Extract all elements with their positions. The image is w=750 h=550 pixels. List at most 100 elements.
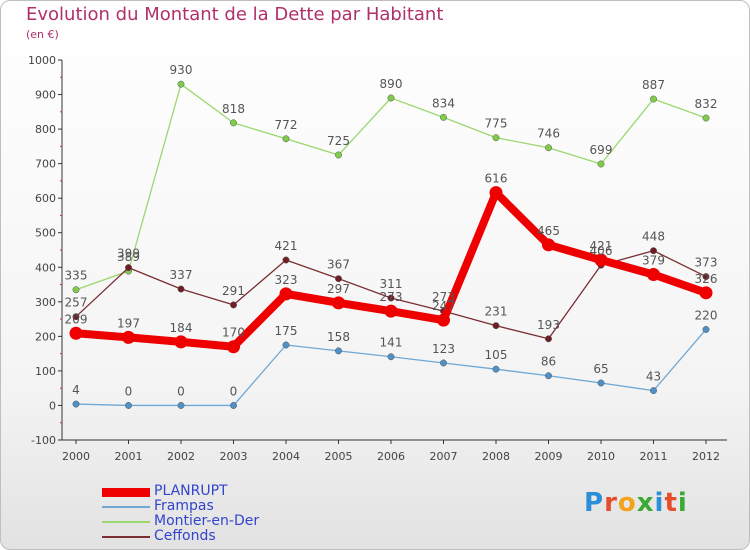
value-label-frampas: 43 (646, 370, 661, 384)
value-label-planrupt: 170 (222, 326, 245, 340)
value-label-frampas: 105 (485, 348, 508, 362)
x-tick-label: 2007 (430, 450, 458, 463)
value-label-montier-en-der: 772 (275, 118, 298, 132)
point-frampas (125, 402, 132, 409)
x-tick-label: 2002 (167, 450, 195, 463)
value-label-ceffonds: 399 (117, 247, 140, 261)
value-label-planrupt: 209 (65, 312, 88, 326)
proxiti-logo: Proxiti (584, 488, 688, 518)
y-tick-label: 700 (35, 158, 56, 171)
y-tick-label: 1000 (28, 54, 56, 67)
value-label-montier-en-der: 890 (380, 77, 403, 91)
value-label-ceffonds: 231 (485, 305, 508, 319)
point-planrupt (122, 330, 135, 344)
chart-title: Evolution du Montant de la Dette par Hab… (26, 4, 444, 25)
value-label-montier-en-der: 699 (590, 143, 613, 157)
value-label-montier-en-der: 389 (117, 250, 140, 264)
value-label-ceffonds: 273 (432, 290, 455, 304)
point-planrupt (437, 313, 450, 327)
value-label-ceffonds: 337 (170, 268, 193, 282)
value-label-ceffonds: 311 (380, 277, 403, 291)
point-montier-en-der (545, 144, 552, 152)
value-label-montier-en-der: 335 (65, 269, 88, 283)
value-label-frampas: 4 (72, 383, 80, 397)
y-tick-label: 900 (35, 89, 56, 102)
point-planrupt (542, 238, 555, 252)
point-planrupt (489, 186, 503, 200)
x-tick-label: 2001 (115, 450, 143, 463)
point-montier-en-der (440, 113, 447, 121)
value-label-ceffonds: 291 (222, 284, 245, 298)
point-montier-en-der (177, 80, 185, 88)
point-ceffonds (335, 275, 342, 283)
value-label-planrupt: 465 (537, 224, 560, 238)
value-label-planrupt: 616 (485, 172, 508, 186)
point-ceffonds (72, 313, 80, 321)
point-frampas (335, 347, 342, 355)
point-montier-en-der (702, 114, 710, 122)
value-label-montier-en-der: 725 (327, 134, 350, 148)
x-tick-label: 2003 (220, 450, 248, 463)
x-tick-label: 2010 (587, 450, 615, 463)
point-ceffonds (282, 256, 290, 264)
y-tick-label: -100 (31, 434, 56, 447)
x-tick-label: 2005 (325, 450, 353, 463)
x-tick-label: 2011 (640, 450, 668, 463)
value-label-montier-en-der: 832 (695, 97, 718, 111)
point-ceffonds (177, 285, 185, 293)
value-label-planrupt: 297 (327, 282, 350, 296)
point-planrupt (174, 335, 188, 349)
point-frampas (177, 402, 185, 409)
point-frampas (72, 400, 80, 408)
y-tick-label: 200 (35, 330, 56, 343)
value-label-montier-en-der: 930 (170, 63, 193, 77)
x-tick-label: 2000 (62, 450, 90, 463)
value-label-frampas: 0 (125, 384, 133, 398)
point-montier-en-der (282, 135, 290, 143)
point-ceffonds (702, 273, 710, 281)
y-tick-label: 600 (35, 192, 56, 205)
point-ceffonds (387, 294, 395, 302)
value-label-montier-en-der: 887 (642, 78, 665, 92)
value-label-ceffonds: 421 (275, 239, 298, 253)
point-montier-en-der (335, 151, 342, 159)
point-frampas (282, 341, 290, 349)
x-tick-label: 2006 (377, 450, 405, 463)
value-label-frampas: 65 (593, 362, 608, 376)
point-planrupt (699, 286, 713, 300)
value-label-planrupt: 273 (380, 290, 403, 304)
value-label-planrupt: 247 (432, 299, 455, 313)
point-frampas (597, 379, 605, 387)
value-label-frampas: 220 (695, 308, 718, 322)
point-frampas (230, 402, 237, 409)
x-tick-label: 2004 (272, 450, 300, 463)
point-frampas (440, 359, 447, 367)
y-tick-label: 500 (35, 227, 56, 240)
point-ceffonds (125, 264, 132, 272)
value-label-ceffonds: 367 (327, 258, 350, 272)
y-tick-label: 300 (35, 296, 56, 309)
point-montier-en-der (650, 95, 657, 103)
point-frampas (387, 353, 395, 361)
value-label-planrupt: 421 (590, 239, 613, 253)
value-label-ceffonds: 448 (642, 230, 665, 244)
value-label-frampas: 158 (327, 330, 350, 344)
legend-label: Ceffonds (154, 528, 216, 544)
point-montier-en-der (230, 119, 237, 127)
value-label-planrupt: 323 (275, 273, 298, 287)
point-ceffonds (492, 322, 500, 330)
point-frampas (702, 326, 710, 333)
value-label-planrupt: 197 (117, 316, 140, 330)
value-label-montier-en-der: 818 (222, 102, 245, 116)
value-label-ceffonds: 373 (695, 256, 718, 270)
value-label-frampas: 0 (177, 384, 185, 398)
y-tick-label: 800 (35, 123, 56, 136)
value-label-montier-en-der: 834 (432, 96, 455, 110)
value-label-frampas: 86 (541, 355, 556, 369)
x-tick-label: 2009 (535, 450, 563, 463)
value-label-frampas: 123 (432, 342, 455, 356)
value-label-planrupt: 184 (170, 321, 193, 335)
x-tick-label: 2012 (692, 450, 720, 463)
point-montier-en-der (387, 94, 395, 102)
point-montier-en-der (492, 134, 500, 142)
